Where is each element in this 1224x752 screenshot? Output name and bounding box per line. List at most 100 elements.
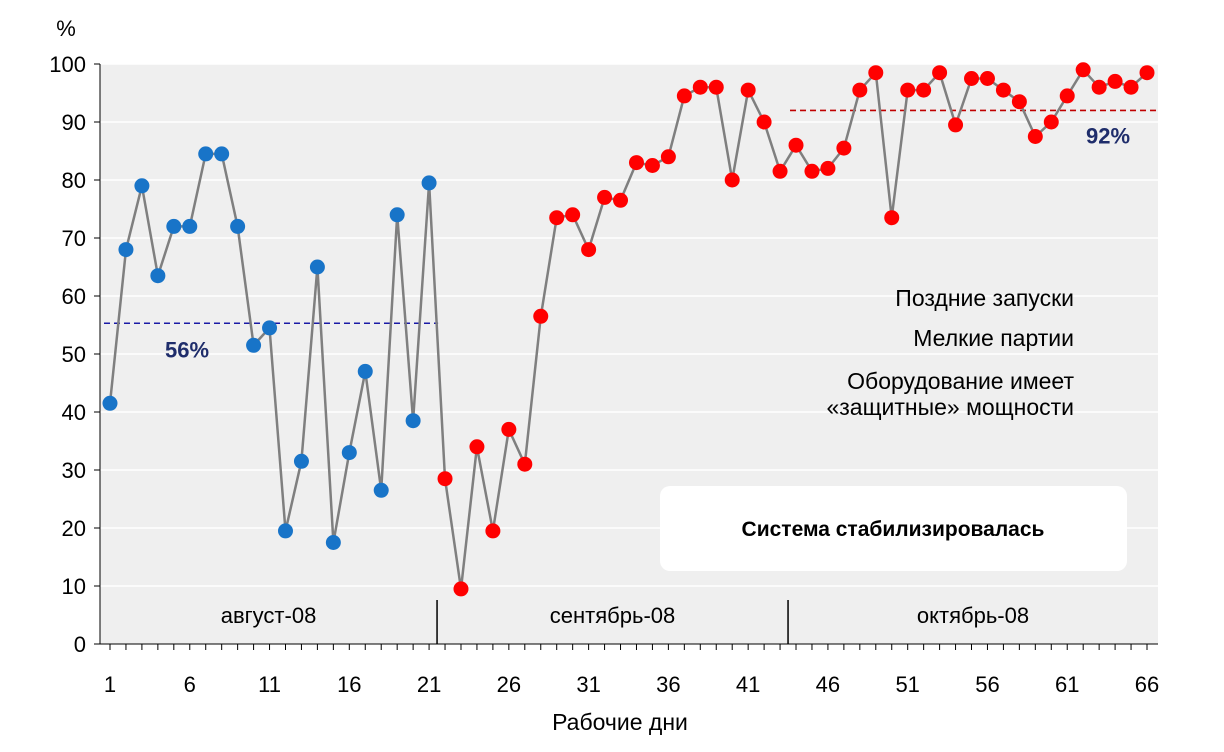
data-point [900,82,916,98]
data-point [644,158,660,173]
reference-label: 92% [1086,123,1130,148]
data-point [453,581,469,597]
data-point [995,82,1011,98]
data-point [916,82,932,98]
data-point [533,308,549,324]
data-point [357,363,373,379]
series-points [102,62,1155,597]
reference-lines: 56% 92% [104,109,1158,362]
data-point [373,482,389,498]
data-point [405,413,421,429]
data-point [1075,62,1091,78]
month-bands: август-08 сентябрь-08 октябрь-08 [221,600,1029,644]
data-point [628,155,644,171]
grid-lines [100,63,1158,587]
data-point [836,140,852,156]
y-tick-label: 70 [62,226,86,251]
data-point [1011,94,1027,110]
data-point [884,210,900,226]
data-point [613,192,629,208]
x-tick-label: 1 [104,672,116,697]
data-point [772,163,788,179]
data-point [485,523,501,539]
x-tick-label: 61 [1055,672,1079,697]
data-point [1107,73,1123,89]
data-point [118,242,134,258]
data-point [277,523,293,539]
x-axis-label: Рабочие дни [552,709,688,735]
data-point [517,456,533,472]
data-point [565,207,581,223]
data-point [469,439,485,455]
data-point [820,160,836,176]
callout-box [660,486,1127,571]
data-point [325,535,341,550]
x-tick-label: 16 [337,672,361,697]
data-point [214,146,230,162]
data-point [979,71,995,86]
annotation-equipment-line2: «защитные» мощности [826,394,1074,420]
y-tick-label: 90 [62,110,86,135]
data-point [262,320,278,336]
annotations: % Рабочие дни Поздние запуски Мелкие пар… [56,16,1127,735]
annotation-late-starts: Поздние запуски [895,285,1074,311]
reference-label: 56% [165,337,209,362]
data-point [724,172,740,188]
data-point [788,137,804,153]
x-tick-label: 21 [417,672,441,697]
data-point [549,210,565,226]
data-point [948,117,964,133]
data-point [1043,114,1059,130]
data-point [660,149,676,165]
x-tick-label: 46 [816,672,840,697]
y-tick-label: 30 [62,458,86,483]
callout-text: Система стабилизировалась [742,518,1045,541]
data-point [1059,88,1075,104]
y-tick-label: 50 [62,342,86,367]
data-point [437,471,453,487]
data-point [964,71,980,86]
data-point [166,218,182,234]
data-point [309,259,325,275]
data-point [852,82,868,98]
y-tick-label: 10 [62,574,86,599]
data-point [708,79,724,95]
data-point [1139,65,1155,81]
y-tick-label: 0 [74,632,86,657]
data-point [421,175,437,191]
x-tick-label: 26 [497,672,521,697]
month-label: октябрь-08 [917,603,1029,628]
data-point [293,453,309,469]
x-tick-label: 56 [975,672,999,697]
data-point [182,218,198,234]
data-point [389,207,405,223]
x-tick-label: 41 [736,672,760,697]
data-point [1123,79,1139,95]
data-point [134,178,150,194]
data-point [676,88,692,104]
data-point [692,79,708,95]
y-tick-label: 60 [62,284,86,309]
data-point [341,445,357,461]
y-tick-label: 100 [49,52,86,77]
x-tick-label: 66 [1135,672,1159,697]
y-unit-label: % [56,16,76,41]
month-label: август-08 [221,603,317,628]
y-tick-label: 40 [62,400,86,425]
x-tick-label: 36 [656,672,680,697]
data-point [581,242,597,258]
data-point [150,268,166,284]
y-tick-label: 20 [62,516,86,541]
x-tick-label: 31 [576,672,600,697]
annotation-small-batches: Мелкие партии [913,325,1074,351]
x-tick-label: 11 [258,672,281,697]
month-label: сентябрь-08 [550,603,675,628]
data-point [597,189,613,205]
x-tick-label: 51 [895,672,919,697]
data-point [1091,79,1107,95]
data-point [804,163,820,179]
data-point [501,421,517,437]
x-tick-label: 6 [184,672,196,697]
